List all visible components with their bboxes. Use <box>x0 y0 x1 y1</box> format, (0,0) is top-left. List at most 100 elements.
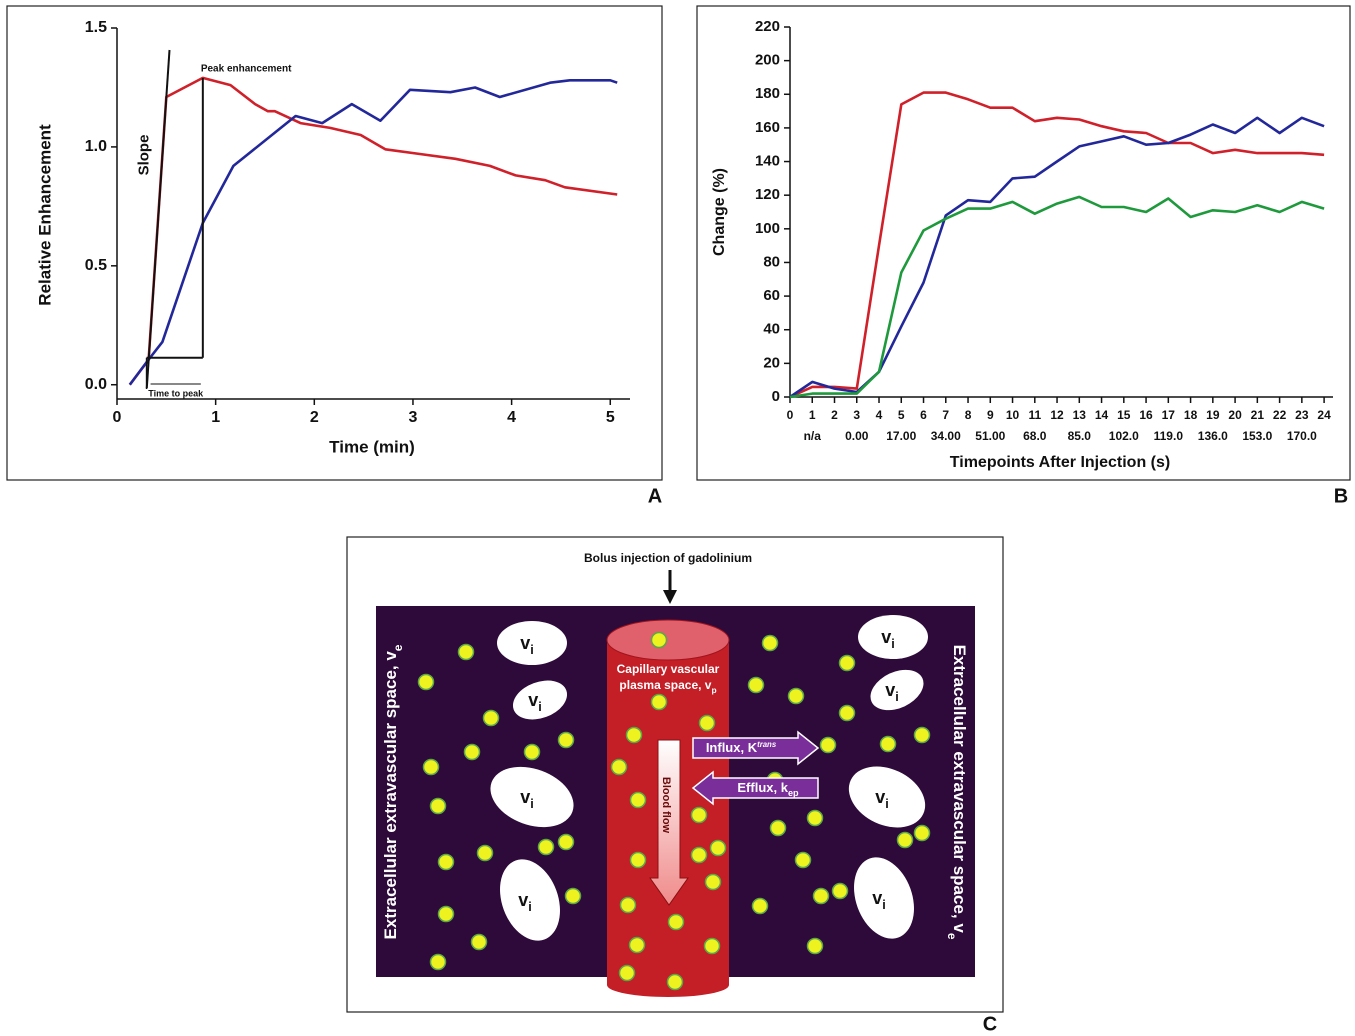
contrast-particle <box>667 913 685 931</box>
cell <box>858 615 928 659</box>
contrast-particle <box>838 654 856 672</box>
x-tick-label: 16 <box>1139 408 1153 422</box>
contrast-particle <box>470 933 488 951</box>
contrast-particle <box>650 693 668 711</box>
contrast-particle <box>629 851 647 869</box>
x-tick-label: 3 <box>409 409 418 426</box>
x-tick-label: 7 <box>942 408 949 422</box>
capillary-label: Capillary vascular <box>617 662 720 676</box>
cell-label: vi <box>518 890 532 915</box>
cell-label: vi <box>872 888 886 913</box>
y-tick-label: 200 <box>755 52 780 69</box>
contrast-particle <box>831 882 849 900</box>
capillary-label: plasma space, vp <box>619 678 716 695</box>
x-secondary-tick-label: 68.0 <box>1023 429 1047 443</box>
text-part: i <box>882 898 886 912</box>
y-tick-label: 60 <box>763 287 780 304</box>
x-secondary-tick-label: 17.00 <box>886 429 916 443</box>
contrast-particle <box>819 736 837 754</box>
text-part: Extracellular extravascular space, v <box>381 651 400 940</box>
x-tick-label: 6 <box>920 408 927 422</box>
text-part: v <box>528 690 538 710</box>
cell-label: vi <box>885 680 899 705</box>
text-part: i <box>538 700 542 714</box>
contrast-particle <box>794 851 812 869</box>
cell <box>870 669 924 711</box>
x-tick-label: 4 <box>507 409 516 426</box>
contrast-particle <box>564 887 582 905</box>
y-axis-title: Relative Enhancement <box>35 124 54 306</box>
y-tick-label: 1.0 <box>85 138 107 155</box>
contrast-particle <box>437 905 455 923</box>
contrast-particle <box>703 937 721 955</box>
contrast-particle <box>913 824 931 842</box>
text-part: v <box>885 680 895 700</box>
injection-arrowhead <box>663 590 677 604</box>
contrast-particle <box>698 714 716 732</box>
text-part: Blood flow <box>660 777 672 834</box>
cell <box>848 766 926 828</box>
text-part: trans <box>757 740 777 749</box>
x-secondary-tick-label: 34.00 <box>931 429 961 443</box>
text-part: ep <box>788 788 799 798</box>
blood-flow-label: Blood flow <box>660 777 672 834</box>
contrast-particle <box>463 743 481 761</box>
contrast-particle <box>913 726 931 744</box>
x-tick-label: 17 <box>1162 408 1176 422</box>
contrast-particle <box>838 704 856 722</box>
panel-frame <box>346 536 1004 1013</box>
cell-label: vi <box>520 633 534 658</box>
x-tick-label: 23 <box>1295 408 1309 422</box>
x-tick-label: 2 <box>310 409 319 426</box>
cell-label: vi <box>528 690 542 715</box>
contrast-particle <box>482 709 500 727</box>
x-tick-label: 11 <box>1028 408 1041 422</box>
x-tick-label: 2 <box>831 408 838 422</box>
x-tick-label: 0 <box>787 408 794 422</box>
x-tick-label: 24 <box>1317 408 1331 422</box>
ees-label: Extracellular extravascular space, ve <box>381 644 405 939</box>
contrast-particle <box>537 838 555 856</box>
text-part: Influx, K <box>706 740 758 755</box>
x-secondary-tick-label: 51.00 <box>975 429 1005 443</box>
y-tick-label: 80 <box>763 253 780 270</box>
annotation: Slope <box>136 135 153 176</box>
x-tick-label: 5 <box>898 408 905 422</box>
x-secondary-tick-label: 119.0 <box>1154 429 1184 443</box>
influx-arrow <box>692 730 820 766</box>
contrast-particle <box>557 833 575 851</box>
x-tick-label: 10 <box>1006 408 1020 422</box>
text-part: v <box>872 888 882 908</box>
x-tick-label: 22 <box>1273 408 1287 422</box>
contrast-particle <box>457 643 475 661</box>
x-tick-label: 9 <box>987 408 994 422</box>
text-part: i <box>528 900 532 914</box>
y-tick-label: 120 <box>755 186 780 203</box>
contrast-particle <box>747 676 765 694</box>
contrast-particle <box>690 806 708 824</box>
x-secondary-tick-label: 102.0 <box>1109 429 1139 443</box>
contrast-particle <box>476 844 494 862</box>
influx-label: Influx, Ktrans <box>706 740 777 756</box>
text-part: v <box>518 890 528 910</box>
y-axis-title: Change (%) <box>711 168 728 256</box>
x-tick-label: 4 <box>876 408 883 422</box>
series-line <box>128 79 618 386</box>
cell <box>497 621 567 665</box>
contrast-particle <box>618 964 636 982</box>
text-part: Efflux, k <box>737 780 788 795</box>
series-line <box>789 195 1325 399</box>
text-part: p <box>711 685 716 695</box>
x-tick-label: 5 <box>606 409 615 426</box>
contrast-particle <box>625 726 643 744</box>
cell <box>854 857 914 939</box>
y-tick-label: 160 <box>755 119 780 136</box>
contrast-particle <box>628 936 646 954</box>
text-part: v <box>881 627 891 647</box>
slope-line <box>145 49 171 389</box>
x-tick-label: 0 <box>113 409 122 426</box>
text-part: v <box>520 787 530 807</box>
cell-label: vi <box>875 787 889 812</box>
y-tick-label: 180 <box>755 85 780 102</box>
